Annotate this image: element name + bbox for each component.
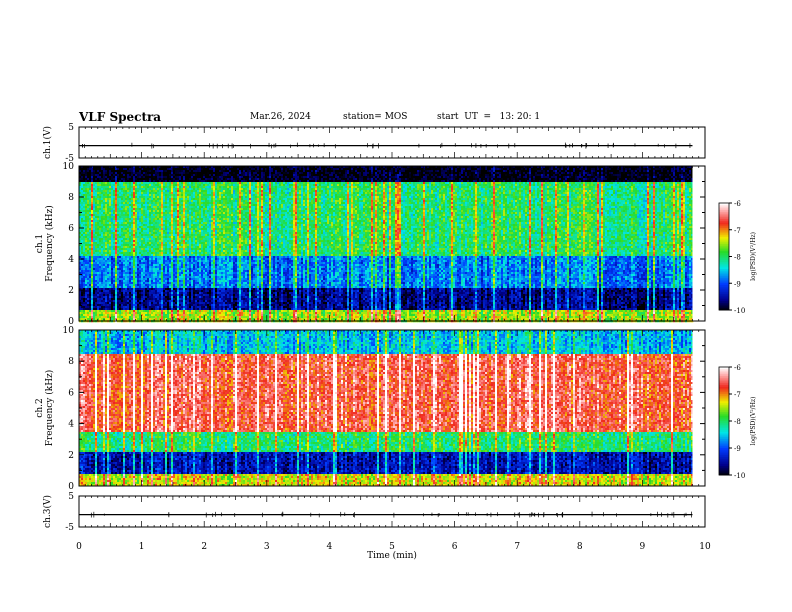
x-tick-label: 0 xyxy=(76,542,82,552)
colorbar-tick-label: -8 xyxy=(734,254,741,262)
colorbar-tick-label: -7 xyxy=(734,391,741,399)
colorbar-tick-label: -10 xyxy=(734,472,745,480)
ch1-spectrogram xyxy=(79,166,705,322)
colorbar-tick-label: -9 xyxy=(734,445,741,453)
x-tick-label: 6 xyxy=(452,542,458,552)
colorbar-tick-label: -6 xyxy=(734,200,741,208)
x-tick-label: 4 xyxy=(327,542,333,552)
x-tick-label: 10 xyxy=(699,542,711,552)
y-tick-label: 10 xyxy=(63,162,75,172)
y-tick-label: 6 xyxy=(68,224,74,234)
y-tick-label: 5 xyxy=(68,492,74,502)
y-axis-label: Frequency (kHz) xyxy=(44,370,55,447)
x-tick-label: 1 xyxy=(139,542,145,552)
ch2-spectrogram xyxy=(79,330,705,486)
y-tick-label: 4 xyxy=(68,255,74,265)
y-tick-label: -5 xyxy=(65,523,74,533)
x-axis-label: Time (min) xyxy=(367,550,417,561)
y-tick-label: 10 xyxy=(63,326,75,336)
y-axis-label: Frequency (kHz) xyxy=(44,205,55,282)
colorbar-tick-label: -8 xyxy=(734,418,741,426)
y-axis-label: ch.1 xyxy=(35,234,45,253)
x-tick-label: 9 xyxy=(640,542,646,552)
y-tick-label: 5 xyxy=(68,123,74,133)
ch2-colorbar xyxy=(719,367,729,476)
y-axis-label: ch.1(V) xyxy=(42,126,53,159)
y-axis-label: ch.3(V) xyxy=(42,495,53,528)
colorbar-tick-label: -6 xyxy=(734,364,741,372)
y-tick-label: 8 xyxy=(68,193,74,203)
y-tick-label: 6 xyxy=(68,388,74,398)
y-tick-label: 8 xyxy=(68,357,74,367)
colorbar-tick-label: -7 xyxy=(734,227,741,235)
y-tick-label: 4 xyxy=(68,420,74,430)
x-tick-label: 8 xyxy=(577,542,583,552)
x-tick-label: 2 xyxy=(201,542,207,552)
y-tick-label: 2 xyxy=(68,451,74,461)
y-tick-label: 2 xyxy=(68,286,74,296)
y-tick-label: 0 xyxy=(68,482,74,492)
ch1-colorbar xyxy=(719,203,729,311)
colorbar-label: log(PSD)(V²/Hz) xyxy=(750,397,757,446)
x-tick-label: 3 xyxy=(264,542,270,552)
colorbar-tick-label: -10 xyxy=(734,307,745,315)
colorbar-label: log(PSD)(V²/Hz) xyxy=(750,232,757,281)
colorbar-tick-label: -9 xyxy=(734,280,741,288)
x-tick-label: 7 xyxy=(514,542,520,552)
y-axis-label: ch.2 xyxy=(35,398,45,417)
